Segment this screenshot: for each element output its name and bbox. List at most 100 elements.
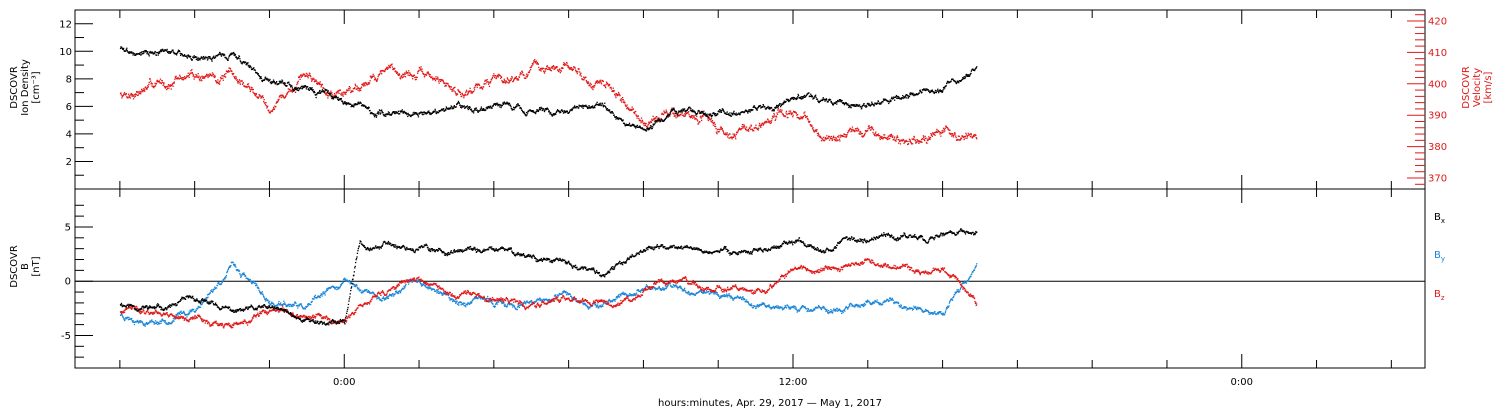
density-series-point — [656, 121, 657, 122]
velocity-series-point — [816, 129, 817, 130]
density-series-point — [866, 106, 867, 107]
density-series-point — [314, 91, 315, 92]
density-series-point — [767, 106, 768, 107]
by-series-point — [395, 293, 396, 294]
velocity-series-point — [224, 74, 225, 75]
by-series-point — [434, 289, 435, 290]
velocity-series-point — [626, 106, 627, 107]
velocity-series-point — [699, 121, 700, 122]
velocity-series-point — [742, 128, 743, 129]
velocity-series-point — [741, 128, 742, 129]
density-series-trend — [120, 47, 976, 127]
density-series-point — [757, 109, 758, 110]
velocity-series-point — [818, 134, 819, 135]
density-series-point — [312, 87, 313, 88]
density-series-point — [485, 109, 486, 110]
density-series-point — [238, 57, 239, 58]
velocity-series-point — [289, 89, 290, 90]
by-series-point — [189, 313, 190, 314]
density-series-point — [490, 106, 491, 107]
density-series-point — [594, 107, 595, 108]
velocity-series-point — [623, 99, 624, 100]
density-series-point — [588, 105, 589, 106]
velocity-series-point — [955, 133, 956, 134]
velocity-series-point — [140, 93, 141, 94]
velocity-series-point — [521, 73, 522, 74]
velocity-series-point — [913, 138, 914, 139]
by-series-point — [221, 283, 222, 284]
density-series-point — [736, 113, 737, 114]
velocity-series-point — [774, 116, 775, 117]
density-series-point — [905, 96, 906, 97]
by-series-point — [310, 304, 311, 305]
velocity-series-point — [829, 136, 830, 137]
density-series-point — [379, 110, 380, 111]
by-series-point — [400, 292, 401, 293]
by-series-point — [507, 305, 508, 306]
velocity-series-point — [735, 138, 736, 139]
density-series-point — [968, 74, 969, 75]
density-series-point — [712, 115, 713, 116]
velocity-series-point — [776, 116, 777, 117]
by-series-point — [186, 316, 187, 317]
density-series-point — [826, 99, 827, 100]
velocity-series-point — [496, 77, 497, 78]
density-series-point — [798, 94, 799, 95]
by-series-point — [526, 300, 527, 301]
velocity-series-point — [769, 122, 770, 123]
velocity-series-point — [855, 128, 856, 129]
velocity-series-point — [728, 138, 729, 139]
velocity-series-point — [632, 107, 633, 108]
velocity-series-point — [896, 138, 897, 139]
velocity-series-point — [213, 74, 214, 75]
density-series-point — [582, 105, 583, 106]
density-series-point — [219, 54, 220, 55]
velocity-series-point — [330, 91, 331, 92]
velocity-series-point — [956, 137, 957, 138]
velocity-series-point — [132, 96, 133, 97]
density-series-point — [604, 103, 605, 104]
velocity-series-point — [874, 135, 875, 136]
velocity-series-point — [526, 74, 527, 75]
by-series-point — [172, 322, 173, 323]
by-series-point — [300, 303, 301, 304]
by-series-point — [566, 291, 567, 292]
density-series-point — [920, 90, 921, 91]
velocity-series-point — [235, 76, 236, 77]
density-series-point — [567, 111, 568, 112]
velocity-series-point — [924, 140, 925, 141]
velocity-series-point — [350, 87, 351, 88]
velocity-series-point — [424, 76, 425, 77]
by-series-points — [120, 262, 977, 327]
velocity-series-point — [457, 94, 458, 95]
density-series-point — [798, 95, 799, 96]
density-series-point — [597, 102, 598, 103]
by-series-point — [570, 294, 571, 295]
velocity-series-point — [529, 70, 530, 71]
by-series-point — [461, 302, 462, 303]
velocity-series-point — [250, 91, 251, 92]
by-series-point — [464, 303, 465, 304]
density-series-point — [378, 113, 379, 114]
by-series-point — [376, 298, 377, 299]
velocity-series-point — [473, 91, 474, 92]
velocity-series-point — [871, 126, 872, 127]
velocity-series-point — [545, 70, 546, 71]
velocity-series-point — [701, 120, 702, 121]
velocity-series-point — [220, 80, 221, 81]
velocity-series-point — [150, 79, 151, 80]
velocity-series-point — [188, 73, 189, 74]
by-series-point — [200, 307, 201, 308]
density-series-point — [654, 123, 655, 124]
velocity-series-point — [418, 70, 419, 71]
by-series-point — [337, 287, 338, 288]
density-series-point — [764, 106, 765, 107]
velocity-series-point — [949, 133, 950, 134]
by-series-point — [255, 285, 256, 286]
density-series-point — [158, 54, 159, 55]
velocity-series-point — [435, 76, 436, 77]
by-series-point — [195, 311, 196, 312]
velocity-series-point — [483, 86, 484, 87]
velocity-series-point — [408, 70, 409, 71]
density-series-point — [147, 51, 148, 52]
